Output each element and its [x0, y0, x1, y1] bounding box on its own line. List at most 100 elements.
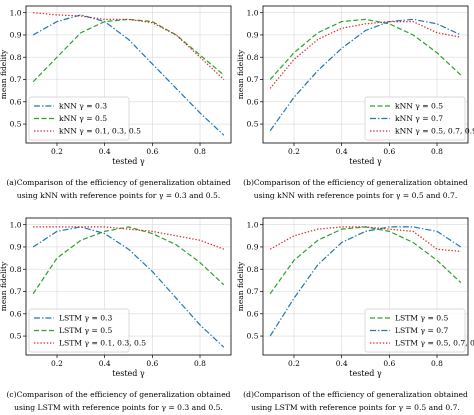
chart-c-legend-label-2: LSTM γ = 0.1, 0.3, 0.5	[59, 339, 146, 348]
chart-c-xtick-label-2: 0.6	[146, 359, 158, 368]
chart-d: 0.2 0.4 0.6 0.8 0.5 0.6 0.7 0.8 0.9 1.0 tested γ me…	[236, 217, 474, 378]
chart-d-frame	[262, 217, 469, 356]
chart-d-legend-label-1: LSTM γ = 0.7	[395, 326, 448, 335]
chart-c-legend-label-1: LSTM γ = 0.5	[59, 326, 112, 335]
chart-b-ytick-label-1: 0.6	[247, 97, 259, 106]
chart-b-ytick-label-4: 0.9	[247, 31, 259, 40]
chart-b-ytick-label-2: 0.7	[247, 75, 259, 84]
chart-d-ytick-label-1: 0.6	[247, 309, 259, 318]
chart-b-legend: kNN γ = 0.5 kNN γ = 0.7 kNN γ = 0.5, 0.7, …	[364, 96, 474, 141]
chart-c-xtick-label-1: 0.4	[99, 359, 111, 368]
chart-b-xtick-label-3: 0.8	[431, 147, 443, 156]
chart-a-legend-label-0: kNN γ = 0.3	[59, 102, 107, 111]
chart-d-xtick-label-0: 0.2	[288, 359, 300, 368]
chart-c-series-2	[33, 226, 225, 250]
chart-b-xlabel: tested γ	[349, 157, 382, 166]
caption-d: (d)Comparison of the efficiency of gener…	[237, 388, 474, 414]
chart-a-legend-label-2: kNN γ = 0.1, 0.3, 0.5	[59, 127, 141, 136]
chart-a-series-1	[32, 18, 225, 83]
chart-a-ytick-label-3: 0.8	[10, 53, 22, 62]
chart-a-xtick-label-0: 0.2	[51, 147, 63, 156]
chart-c-xtick-label-0: 0.2	[51, 359, 63, 368]
caption-d-line-1: (d)Comparison of the efficiency of gener…	[243, 390, 468, 399]
chart-d-legend: LSTM γ = 0.5 LSTM γ = 0.7 LSTM γ = 0.5, 0.…	[364, 308, 474, 353]
chart-b-ylabel: mean fidelity	[236, 49, 245, 99]
chart-b-series-1	[269, 18, 462, 132]
chart-a-ytick-label-1: 0.6	[10, 97, 22, 106]
chart-a-series-0	[32, 14, 225, 136]
chart-b-frame	[262, 5, 469, 144]
caption-a-line-1: (a)Comparison of the efficiency of gener…	[6, 178, 231, 187]
chart-a-ytick-label-5: 1.0	[10, 8, 22, 17]
chart-c-series-0	[32, 226, 225, 348]
chart-a-series-2	[33, 12, 225, 80]
chart-d-ytick-label-3: 0.8	[247, 265, 259, 274]
chart-c-ylabel: mean fidelity	[0, 261, 8, 311]
chart-d-ytick-label-2: 0.7	[247, 287, 259, 296]
caption-b-line-1: (b)Comparison of the efficiency of gener…	[243, 178, 468, 187]
chart-d-legend-box	[364, 308, 466, 353]
chart-a-legend-box	[28, 96, 130, 141]
chart-b-series-0	[269, 18, 462, 80]
chart-b-legend-label-1: kNN γ = 0.7	[395, 114, 443, 123]
chart-d-ytick-label-0: 0.5	[247, 332, 259, 341]
chart-d-legend-label-2: LSTM γ = 0.5, 0.7, 0.9	[395, 339, 474, 348]
chart-d-ytick-label-4: 0.9	[247, 243, 259, 252]
chart-c-frame	[25, 217, 232, 356]
chart-d-xtick-label-1: 0.4	[336, 359, 348, 368]
chart-b-series-2	[269, 20, 461, 89]
chart-b-ytick-label-3: 0.8	[247, 53, 259, 62]
chart-c-xlabel: tested γ	[112, 369, 145, 378]
caption-b-line-2: using kNN with reference points for γ = …	[253, 191, 458, 200]
chart-a-ytick-label-2: 0.7	[10, 75, 22, 84]
chart-b-xtick-label-1: 0.4	[336, 147, 348, 156]
caption-c-line-2: using LSTM with reference points for γ =…	[14, 403, 223, 412]
chart-d-series-2	[269, 226, 461, 253]
chart-c-ytick-label-2: 0.7	[10, 287, 22, 296]
chart-b-xtick-label-2: 0.6	[383, 147, 395, 156]
chart-c-legend-box	[28, 308, 130, 353]
chart-a-xtick-label-1: 0.4	[99, 147, 111, 156]
chart-a-ylabel: mean fidelity	[0, 49, 8, 99]
chart-d-xlabel: tested γ	[349, 369, 382, 378]
chart-a-xlabel: tested γ	[112, 157, 145, 166]
chart-c-legend-label-0: LSTM γ = 0.3	[59, 314, 112, 323]
chart-c-series-1	[32, 226, 225, 295]
chart-d-legend-label-0: LSTM γ = 0.5	[395, 314, 448, 323]
chart-c: 0.2 0.4 0.6 0.8 0.5 0.6 0.7 0.8 0.9 1.0 tested γ me…	[0, 217, 232, 378]
caption-a: (a)Comparison of the efficiency of gener…	[0, 176, 237, 202]
chart-c-ytick-label-4: 0.9	[10, 243, 22, 252]
caption-b: (b)Comparison of the efficiency of gener…	[237, 176, 474, 202]
caption-d-line-2: using LSTM with reference points for γ =…	[251, 403, 460, 412]
caption-a-line-2: using kNN with reference points for γ = …	[16, 191, 221, 200]
chart-a-ytick-label-0: 0.5	[10, 120, 22, 129]
chart-c-ytick-label-0: 0.5	[10, 332, 22, 341]
chart-c-ytick-label-1: 0.6	[10, 309, 22, 318]
chart-d-ylabel: mean fidelity	[236, 261, 245, 311]
chart-d-xtick-label-2: 0.6	[383, 359, 395, 368]
caption-c-line-1: (c)Comparison of the efficiency of gener…	[6, 390, 231, 399]
chart-a: 0.2 0.4 0.6 0.8 0.5 0.6 0.7 0.8 0.9 1.0 tested γ me…	[0, 5, 232, 166]
chart-a-legend: kNN γ = 0.3 kNN γ = 0.5 kNN γ = 0.1, 0.3, …	[28, 96, 141, 141]
chart-b: 0.2 0.4 0.6 0.8 0.5 0.6 0.7 0.8 0.9 1.0 tested γ me…	[236, 5, 474, 166]
chart-b-ytick-label-5: 1.0	[247, 8, 259, 17]
chart-b-legend-label-2: kNN γ = 0.5, 0.7, 0.9	[395, 127, 474, 136]
chart-a-frame	[25, 5, 232, 144]
chart-b-legend-box	[364, 96, 466, 141]
chart-a-legend-label-1: kNN γ = 0.5	[59, 114, 107, 123]
chart-c-ytick-label-3: 0.8	[10, 265, 22, 274]
chart-b-xtick-label-0: 0.2	[288, 147, 300, 156]
chart-c-ytick-label-5: 1.0	[10, 220, 22, 229]
chart-b-ytick-label-0: 0.5	[247, 120, 259, 129]
chart-d-series-0	[269, 226, 462, 295]
chart-a-ytick-label-4: 0.9	[10, 31, 22, 40]
chart-a-xtick-label-2: 0.6	[146, 147, 158, 156]
caption-c: (c)Comparison of the efficiency of gener…	[0, 388, 237, 414]
chart-a-xtick-label-3: 0.8	[194, 147, 206, 156]
chart-d-xtick-label-3: 0.8	[431, 359, 443, 368]
chart-c-xtick-label-3: 0.8	[194, 359, 206, 368]
chart-b-legend-label-0: kNN γ = 0.5	[395, 102, 443, 111]
chart-d-series-1	[269, 226, 462, 337]
chart-d-ytick-label-5: 1.0	[247, 220, 259, 229]
